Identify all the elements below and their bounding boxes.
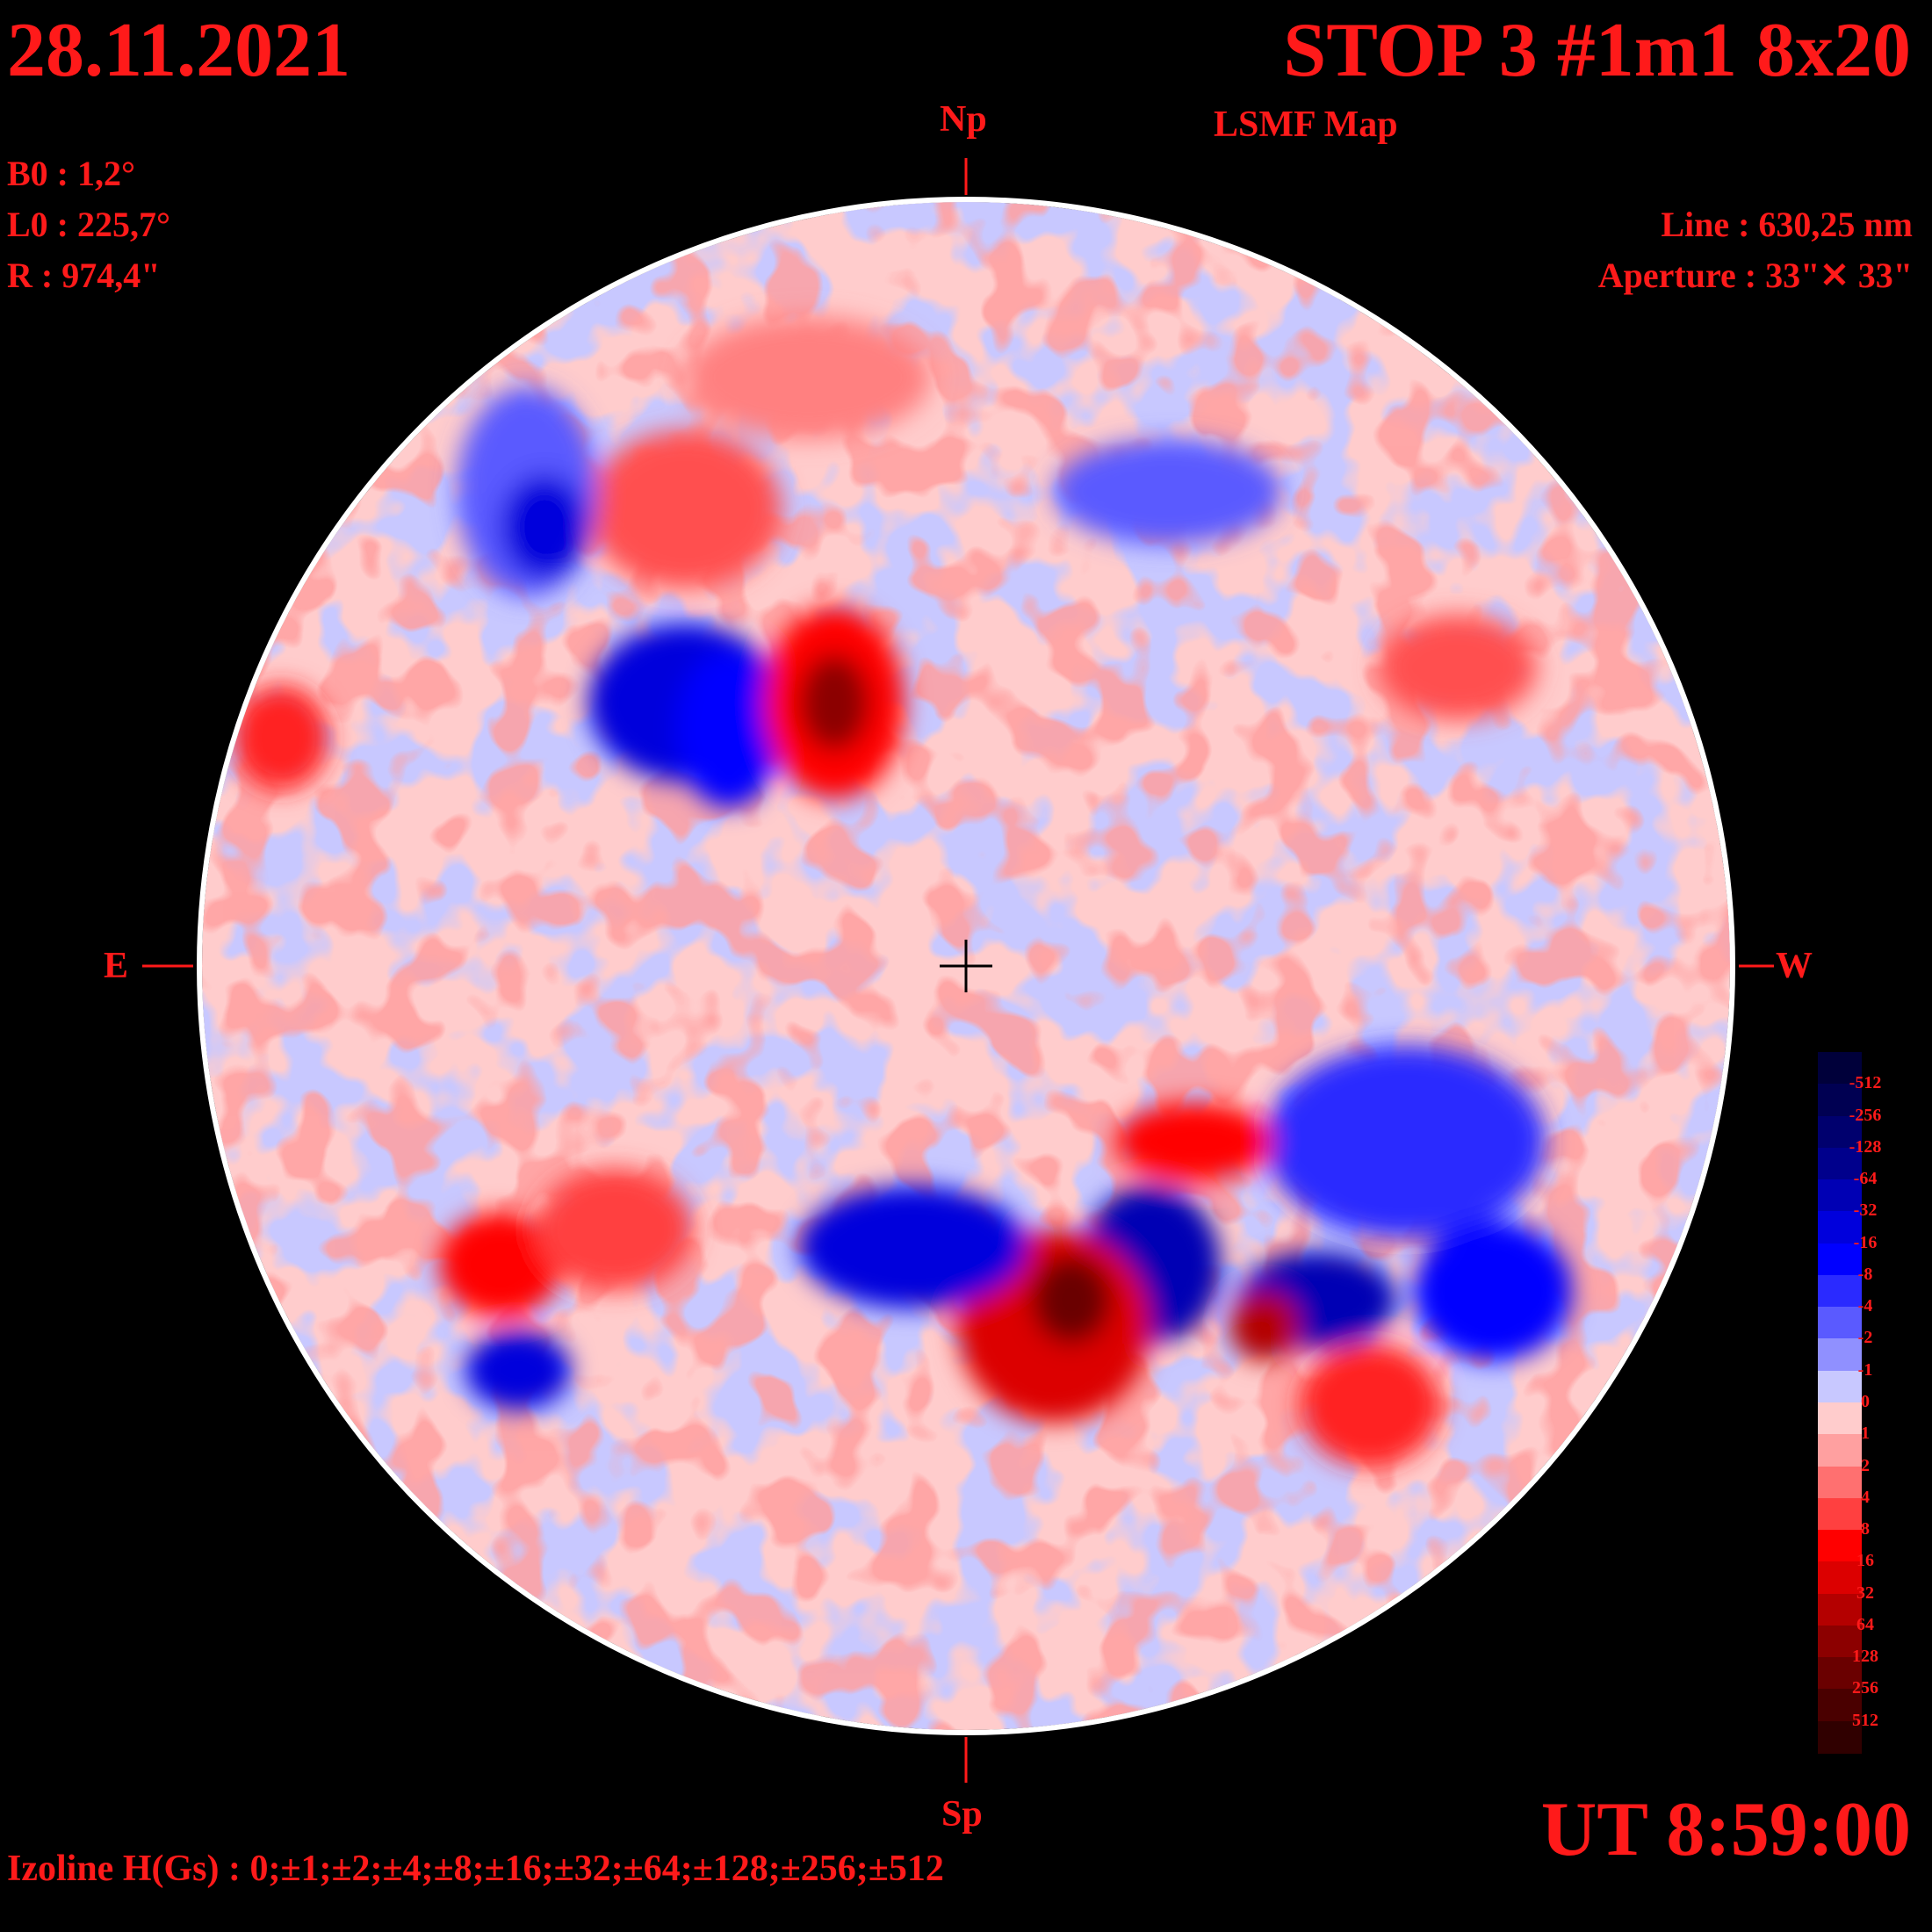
west-label: W	[1776, 946, 1813, 986]
map-subtitle: LSMF Map	[1214, 105, 1398, 145]
color-scale-label: -16	[1853, 1232, 1878, 1252]
north-pole-label: Np	[940, 99, 987, 140]
param-b0: B0 : 1,2°	[7, 154, 135, 193]
color-scale-label: 128	[1852, 1647, 1878, 1667]
disk-limb	[197, 197, 1735, 1735]
izoline-legend: Izoline H(Gs) : 0;±1;±2;±4;±8;±16;±32;±6…	[7, 1849, 944, 1889]
color-scale-bar	[1818, 1052, 1862, 1754]
aperture: Aperture : 33"✕ 33"	[1597, 256, 1913, 295]
observation-date: 28.11.2021	[7, 8, 351, 93]
color-scale-segment	[1818, 1593, 1862, 1626]
color-scale-label: -2	[1857, 1328, 1873, 1348]
color-scale-segment	[1818, 1370, 1862, 1403]
color-scale-label: -1	[1857, 1359, 1873, 1380]
color-scale-label: 0	[1861, 1392, 1870, 1411]
color-scale-segment	[1818, 1402, 1862, 1436]
color-scale-segment	[1818, 1720, 1862, 1754]
color-scale-label: 8	[1861, 1519, 1870, 1539]
param-radius: R : 974,4"	[7, 256, 161, 295]
color-scale-label: 1	[1861, 1424, 1870, 1444]
axis-ticks	[142, 158, 1774, 1783]
color-scale-segment	[1818, 1530, 1862, 1563]
color-scale-segment	[1818, 1497, 1862, 1532]
south-pole-label: Sp	[941, 1794, 983, 1835]
color-scale-segment	[1818, 1179, 1862, 1213]
color-scale-label: -256	[1849, 1105, 1882, 1125]
color-scale-label: 32	[1856, 1582, 1874, 1603]
color-scale-label: 64	[1856, 1614, 1874, 1634]
spectral-line: Line : 630,25 nm	[1661, 205, 1913, 244]
color-scale-segment	[1818, 1338, 1862, 1372]
color-scale-segment	[1818, 1115, 1862, 1149]
color-scale-label: 256	[1852, 1678, 1878, 1698]
color-scale-segment	[1818, 1211, 1862, 1244]
color-scale-label: -8	[1857, 1264, 1873, 1284]
color-scale-label: -128	[1849, 1136, 1882, 1157]
color-scale-segment	[1818, 1625, 1862, 1659]
color-scale-segment	[1818, 1274, 1862, 1308]
color-scale-segment	[1818, 1147, 1862, 1181]
color-scale-segment	[1818, 1084, 1862, 1117]
color-scale-segment	[1818, 1052, 1862, 1085]
param-l0: L0 : 225,7°	[7, 205, 170, 244]
color-scale-segment	[1818, 1466, 1862, 1499]
color-scale-segment	[1818, 1689, 1862, 1722]
color-scale-label: -4	[1857, 1296, 1873, 1316]
color-scale-label: 512	[1852, 1710, 1878, 1730]
universal-time: UT 8:59:00	[1540, 1787, 1911, 1872]
magnetic-regions	[233, 316, 1572, 1467]
color-scale-segment	[1818, 1434, 1862, 1467]
color-scale-segment	[1818, 1307, 1862, 1340]
center-cross	[940, 940, 992, 992]
east-label: E	[104, 946, 129, 986]
color-scale-label: -32	[1853, 1200, 1878, 1221]
color-scale-label: 16	[1856, 1551, 1874, 1571]
color-scale-label: 4	[1861, 1487, 1870, 1507]
color-scale-segment	[1818, 1561, 1862, 1595]
color-scale-label: -512	[1849, 1073, 1882, 1093]
map-title: STOP 3 #1m1 8x20	[1283, 8, 1911, 93]
color-scale-segment	[1818, 1243, 1862, 1276]
color-scale-label: -64	[1853, 1169, 1878, 1189]
color-scale-label: 2	[1861, 1455, 1870, 1475]
color-scale-segment	[1818, 1657, 1862, 1690]
